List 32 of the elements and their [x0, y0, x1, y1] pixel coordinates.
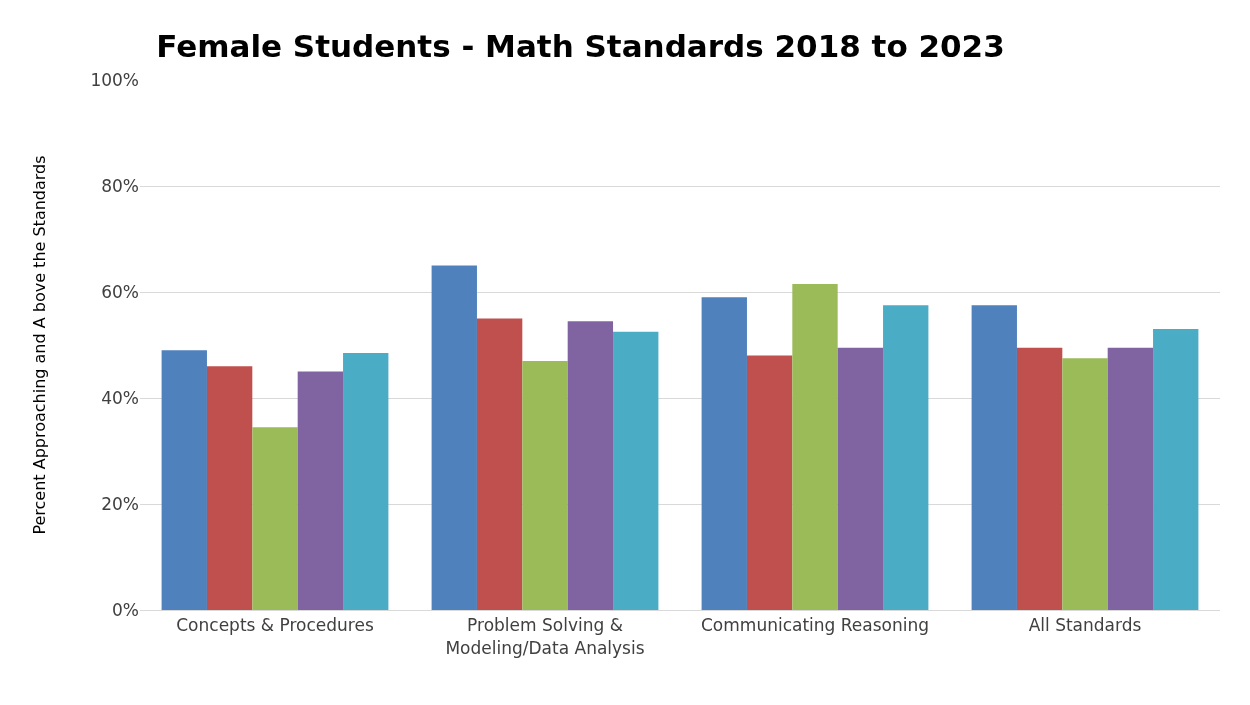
bar: [567, 321, 614, 610]
y-tick-label: 80%: [101, 175, 139, 196]
y-tick-label: 60%: [101, 281, 139, 302]
bar: [522, 360, 568, 610]
bar: [837, 347, 884, 610]
bar: [252, 427, 298, 610]
y-axis-title: Percent Approaching and A bove the Standards: [30, 155, 50, 535]
bar: [792, 284, 838, 610]
bar: [883, 305, 929, 610]
bar: [297, 371, 344, 610]
x-tick-label: All Standards: [1028, 615, 1142, 636]
x-tick-label: Communicating Reasoning: [700, 615, 930, 636]
bar: [1107, 347, 1154, 610]
y-tick-label: 20%: [101, 493, 139, 514]
bar: [746, 355, 793, 610]
x-tick-label: Concepts & Procedures: [176, 615, 374, 636]
bar: [161, 350, 207, 610]
y-tick-label: 0%: [112, 599, 139, 620]
y-tick-label: 40%: [101, 387, 139, 408]
x-tick-label: Problem Solving & Modeling/Data Analysis: [445, 615, 645, 658]
chart-title: Female Students - Math Standards 2018 to 2023: [156, 27, 1005, 64]
bar: [343, 352, 389, 610]
bar: [1016, 347, 1063, 610]
bar: [431, 265, 477, 610]
bar: [1153, 329, 1199, 610]
bar: [971, 305, 1017, 610]
bar: [206, 366, 253, 610]
bar: [476, 318, 523, 610]
bar: [613, 331, 659, 610]
bar: [701, 297, 747, 610]
y-tick-label: 100%: [90, 69, 139, 90]
bar: [1062, 358, 1108, 610]
